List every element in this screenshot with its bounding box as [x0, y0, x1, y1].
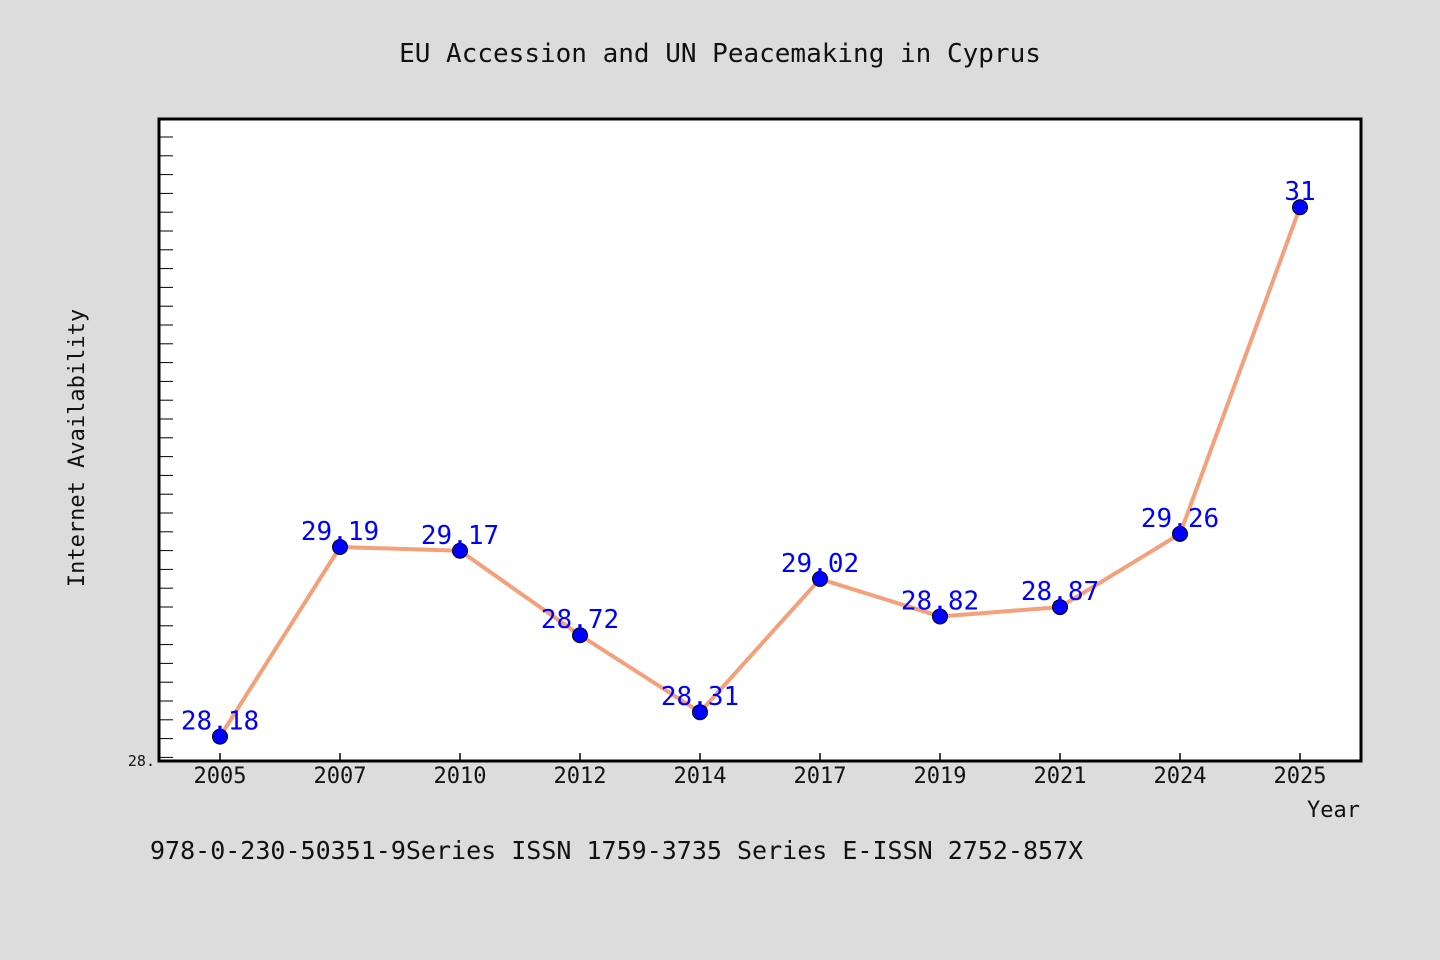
x-tick-label: 2025	[1274, 764, 1327, 789]
data-point	[572, 627, 588, 644]
data-label: 29.26	[1141, 504, 1219, 534]
data-label: 29.02	[781, 549, 859, 579]
footer-isbn-issn: 978-0-230-50351-9Series ISSN 1759-3735 S…	[150, 836, 1084, 865]
data-point	[1292, 199, 1308, 216]
data-point	[1052, 599, 1068, 616]
data-point	[332, 539, 348, 555]
x-tick-label: 2024	[1154, 764, 1207, 789]
data-point	[812, 570, 828, 587]
x-axis-ticks: 2005 2007 2010 2012 2014 2017 2019 2021 2024 2025	[194, 753, 1327, 789]
data-point	[212, 728, 228, 745]
data-point	[1172, 525, 1188, 542]
x-tick-label: 2021	[1034, 764, 1087, 789]
data-label: 29.19	[301, 517, 379, 547]
y-tick-label: 28.	[128, 752, 155, 770]
y-axis-ticks	[159, 136, 173, 758]
x-tick-label: 2007	[314, 764, 367, 789]
x-tick-label: 2005	[194, 764, 247, 789]
data-series: 28.18 29.19 29.17 28.72 28.31 29.02 28.82 28.87…	[181, 177, 1316, 745]
data-label: 28.31	[661, 682, 739, 712]
x-tick-label: 2019	[914, 764, 967, 789]
y-axis-label: Internet Availability	[65, 309, 90, 587]
data-label: 28.82	[901, 586, 979, 616]
data-point	[452, 542, 468, 559]
data-point	[932, 608, 948, 625]
plot-area	[157, 117, 1363, 763]
data-label: 31	[1284, 177, 1315, 207]
chart-title: EU Accession and UN Peacemaking in Cypru…	[399, 39, 1041, 69]
data-label: 28.72	[541, 605, 619, 635]
data-label: 29.17	[421, 521, 499, 551]
x-tick-label: 2010	[434, 764, 487, 789]
series-line	[218, 206, 1302, 738]
x-tick-label: 2014	[674, 764, 727, 789]
x-axis-label: Year	[1307, 798, 1360, 823]
x-tick-label: 2017	[794, 764, 847, 789]
data-label: 28.87	[1021, 577, 1099, 607]
data-label: 28.18	[181, 707, 259, 737]
data-point	[692, 704, 708, 721]
x-tick-label: 2012	[554, 764, 607, 789]
